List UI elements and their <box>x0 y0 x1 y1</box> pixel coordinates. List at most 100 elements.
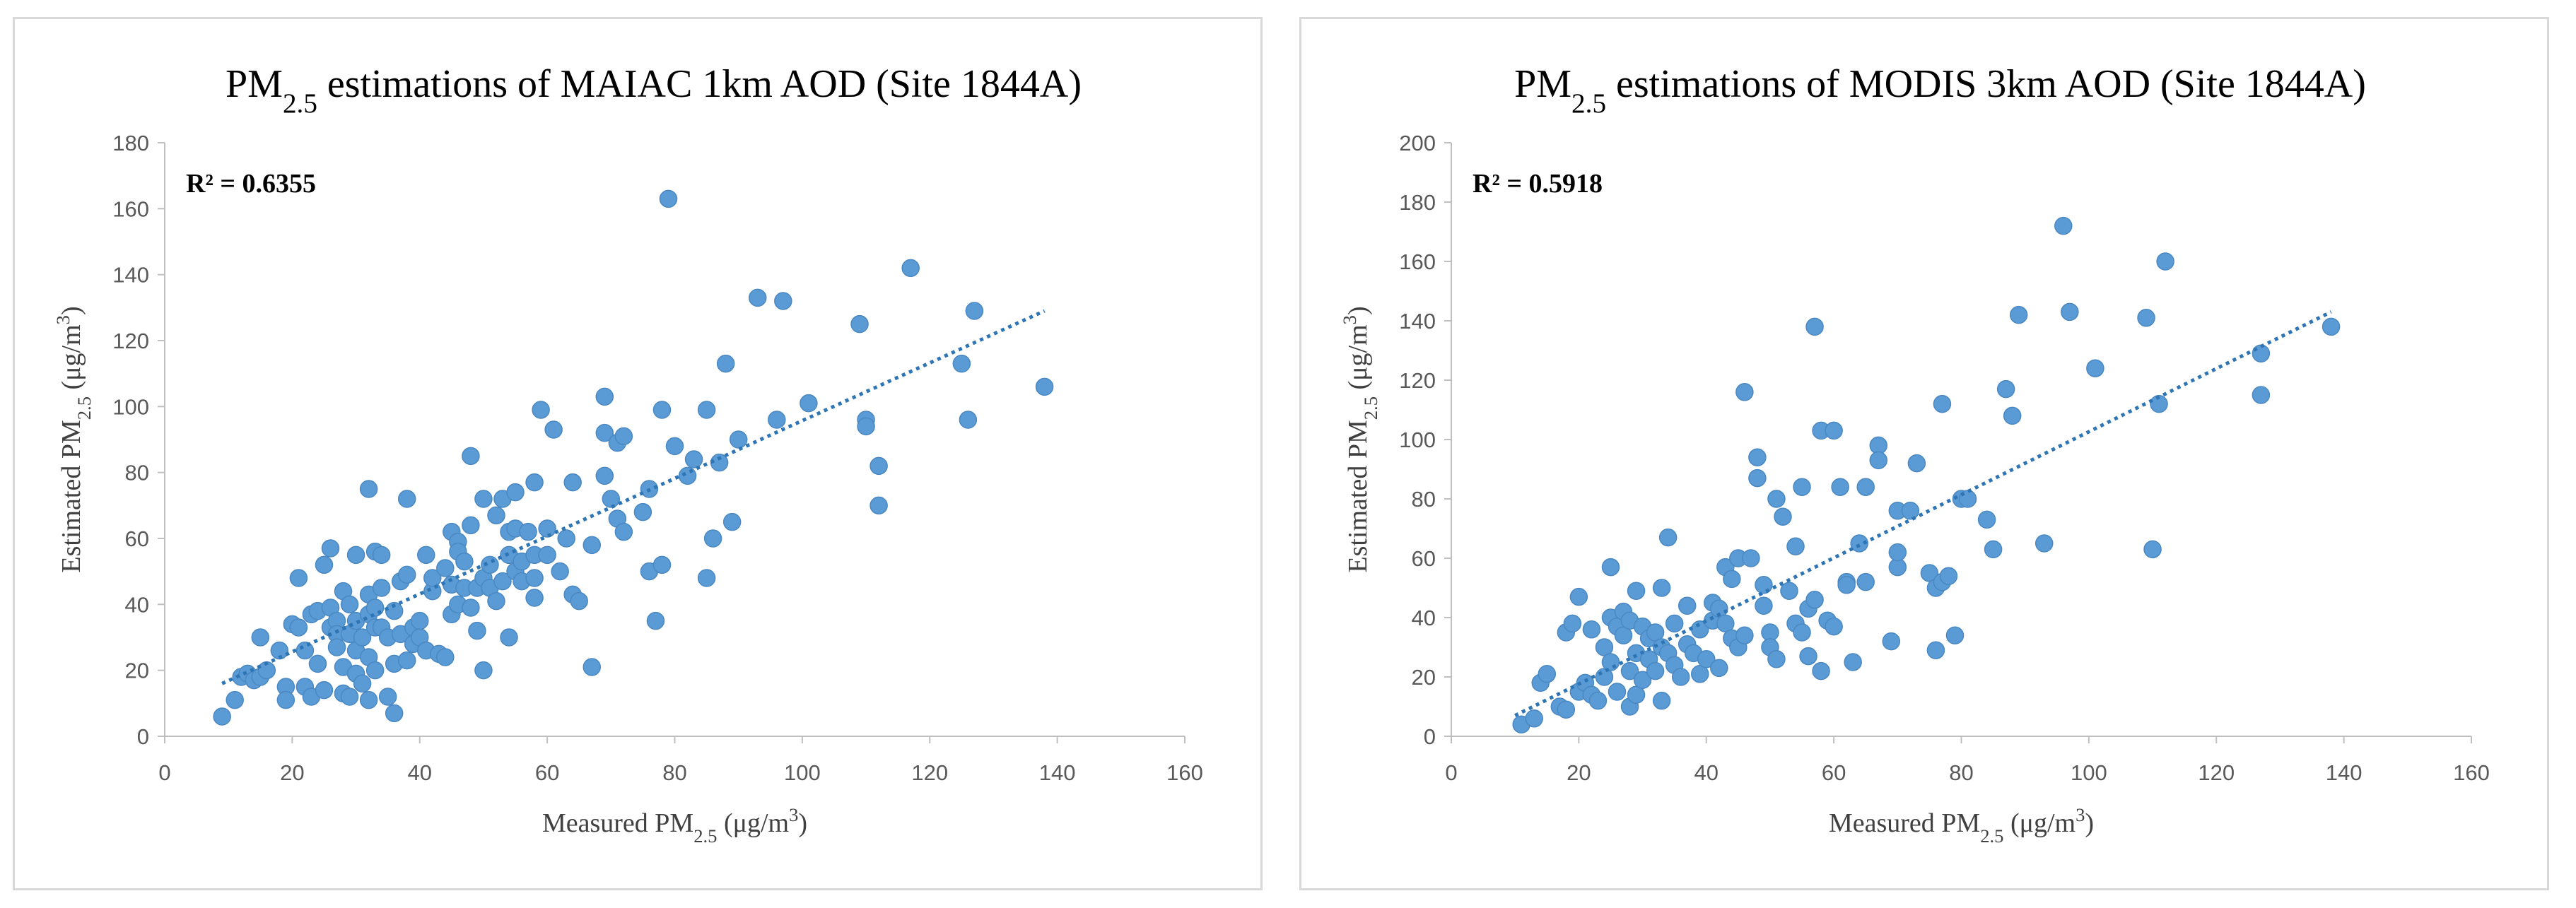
data-point <box>213 707 231 726</box>
data-point <box>1812 661 1830 680</box>
data-point <box>2009 305 2028 324</box>
x-tick-label: 160 <box>2453 760 2490 785</box>
y-tick-label: 200 <box>1399 131 1436 155</box>
data-point <box>525 473 544 492</box>
data-point <box>1996 379 2015 399</box>
y-axis-label-sub: 2.5 <box>1360 396 1381 420</box>
data-point <box>321 539 340 558</box>
chart-svg-modis: PM2.5 estimations of MODIS 3km AOD (Site… <box>1339 62 2490 847</box>
data-point <box>1831 478 1849 496</box>
trendline <box>221 309 1046 685</box>
data-point <box>1748 448 1767 466</box>
y-tick-label: 160 <box>112 196 149 221</box>
x-tick-label: 20 <box>1567 760 1591 785</box>
data-point <box>2035 534 2054 553</box>
chart-title-sub: 2.5 <box>1571 88 1606 119</box>
data-point <box>353 674 372 693</box>
data-point <box>462 599 480 617</box>
data-point <box>901 259 920 278</box>
data-point <box>870 456 888 476</box>
data-point <box>455 552 474 571</box>
data-point <box>493 572 512 591</box>
data-point <box>1652 579 1671 597</box>
data-point <box>684 450 703 468</box>
y-axis-label: Estimated PM2.5 (μg/m3) <box>1339 306 1381 572</box>
data-point <box>1856 572 1875 591</box>
y-tick-label: 20 <box>125 659 149 683</box>
data-point <box>500 628 518 647</box>
data-point <box>1882 632 1901 651</box>
x-tick-label: 120 <box>911 760 948 785</box>
data-point <box>1793 478 1811 496</box>
y-tick-label: 140 <box>112 263 149 288</box>
data-point <box>481 555 499 574</box>
y-tick-label: 80 <box>1412 487 1436 512</box>
data-point <box>525 569 544 587</box>
x-axis-label-end: ) <box>798 808 807 838</box>
data-point <box>652 401 672 419</box>
data-point <box>474 661 493 680</box>
y-tick-label: 100 <box>112 394 149 419</box>
chart-title-prefix: PM <box>1514 62 1571 106</box>
data-point <box>850 314 869 334</box>
data-point <box>1748 468 1767 488</box>
data-point <box>1755 596 1773 615</box>
y-axis-label-sup: 3 <box>52 315 74 324</box>
r-squared-label: R² = 0.5918 <box>1473 169 1603 199</box>
data-point <box>1977 510 1996 529</box>
data-point <box>582 658 602 676</box>
data-point <box>2252 344 2271 362</box>
data-point <box>870 496 888 515</box>
data-point <box>327 638 346 656</box>
y-axis-label: Estimated PM2.5 (μg/m3) <box>52 306 95 572</box>
data-point <box>2322 317 2341 336</box>
x-tick-label: 140 <box>1039 760 1076 785</box>
data-point <box>595 423 614 442</box>
y-axis-label-end: ) <box>57 306 86 315</box>
x-axis-label: Measured PM2.5 (μg/m3) <box>542 804 807 847</box>
data-point <box>340 595 359 614</box>
x-axis-label-sup: 3 <box>789 804 798 825</box>
data-point <box>295 641 315 660</box>
y-axis-label-suffix: (μg/m <box>1343 324 1373 396</box>
data-point <box>353 628 372 647</box>
data-point <box>595 466 614 485</box>
data-point <box>1805 317 1824 336</box>
data-point <box>1627 582 1646 600</box>
data-point <box>633 502 652 521</box>
y-tick-label: 60 <box>125 526 149 551</box>
data-point <box>1525 709 1543 728</box>
x-tick-label: 40 <box>408 760 432 785</box>
x-tick-label: 0 <box>158 760 170 785</box>
data-point <box>678 466 697 485</box>
data-point <box>1723 570 1741 589</box>
data-point <box>1735 626 1754 644</box>
chart-title: PM2.5 estimations of MODIS 3km AOD (Site… <box>1514 62 2366 119</box>
data-point <box>557 529 575 548</box>
data-point <box>1888 543 1907 562</box>
data-point <box>289 618 308 637</box>
data-point <box>665 437 684 456</box>
x-axis-label-sub: 2.5 <box>693 825 717 847</box>
data-point <box>2252 386 2271 404</box>
data-point <box>372 546 391 565</box>
data-point <box>359 480 378 498</box>
data-point <box>519 522 537 541</box>
x-tick-label: 80 <box>1949 760 1973 785</box>
y-tick-label: 20 <box>1412 665 1436 690</box>
data-point <box>1805 591 1824 609</box>
data-point <box>315 680 334 700</box>
data-point <box>423 569 442 587</box>
data-point <box>1799 647 1817 666</box>
chart-title-prefix: PM <box>226 62 283 106</box>
x-tick-label: 80 <box>662 760 686 785</box>
data-point <box>570 591 588 611</box>
y-tick-label: 120 <box>112 329 149 353</box>
y-tick-label: 120 <box>1399 368 1436 393</box>
data-point <box>359 690 378 709</box>
data-point <box>1582 620 1601 639</box>
data-point <box>1901 502 1920 520</box>
data-point <box>436 648 455 666</box>
data-point <box>397 490 416 508</box>
data-point <box>1755 576 1773 594</box>
